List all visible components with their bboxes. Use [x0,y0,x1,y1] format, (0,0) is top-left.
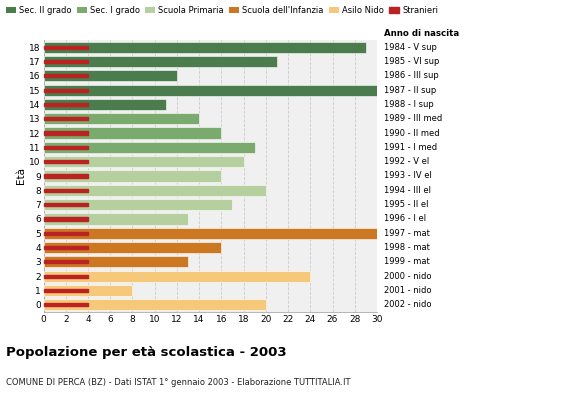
Bar [44,271,310,282]
Bar [44,174,88,178]
Text: 2001 - nido: 2001 - nido [384,286,432,295]
Text: 1998 - mat: 1998 - mat [384,243,430,252]
Bar [44,303,88,306]
Text: 1984 - V sup: 1984 - V sup [384,43,437,52]
Text: 1996 - I el: 1996 - I el [384,214,426,224]
Bar [44,146,88,149]
Bar [44,299,266,310]
Bar [44,228,377,239]
Bar [44,256,188,268]
Text: 1987 - II sup: 1987 - II sup [384,86,436,95]
Bar [44,199,233,210]
Text: 1988 - I sup: 1988 - I sup [384,100,434,109]
Bar [44,213,188,224]
Bar [44,260,88,264]
Bar [44,185,266,196]
Text: 1992 - V el: 1992 - V el [384,157,429,166]
Bar [44,170,222,182]
Bar [44,74,88,77]
Bar [44,242,222,253]
Bar [44,132,88,135]
Bar [44,217,88,220]
Bar [44,113,199,124]
Legend: Sec. II grado, Sec. I grado, Scuola Primaria, Scuola dell'Infanzia, Asilo Nido, : Sec. II grado, Sec. I grado, Scuola Prim… [4,4,440,16]
Bar [44,117,88,120]
Text: 1995 - II el: 1995 - II el [384,200,429,209]
Bar [44,156,244,167]
Text: 2000 - nido: 2000 - nido [384,272,432,281]
Text: 1994 - III el: 1994 - III el [384,186,431,195]
Text: 1991 - I med: 1991 - I med [384,143,437,152]
Bar [44,99,166,110]
Bar [44,103,88,106]
Bar [44,160,88,163]
Text: 1989 - III med: 1989 - III med [384,114,442,123]
Bar [44,142,255,153]
Bar [44,84,377,96]
Bar [44,203,88,206]
Bar [44,246,88,249]
Text: 2002 - nido: 2002 - nido [384,300,432,309]
Bar [44,70,177,81]
Text: Popolazione per età scolastica - 2003: Popolazione per età scolastica - 2003 [6,346,287,359]
Bar [44,189,88,192]
Bar [44,128,222,139]
Text: 1993 - IV el: 1993 - IV el [384,172,432,180]
Bar [44,60,88,63]
Bar [44,289,88,292]
Bar [44,88,88,92]
Bar [44,56,277,67]
Text: COMUNE DI PERCA (BZ) - Dati ISTAT 1° gennaio 2003 - Elaborazione TUTTITALIA.IT: COMUNE DI PERCA (BZ) - Dati ISTAT 1° gen… [6,378,350,387]
Bar [44,46,88,49]
Bar [44,232,88,235]
Text: Anno di nascita: Anno di nascita [384,29,459,38]
Text: 1999 - mat: 1999 - mat [384,257,430,266]
Text: 1997 - mat: 1997 - mat [384,229,430,238]
Bar [44,275,88,278]
Text: 1986 - III sup: 1986 - III sup [384,71,438,80]
Bar [44,285,132,296]
Text: 1990 - II med: 1990 - II med [384,128,440,138]
Bar [44,42,366,53]
Text: 1985 - VI sup: 1985 - VI sup [384,57,439,66]
Y-axis label: Età: Età [16,168,27,184]
